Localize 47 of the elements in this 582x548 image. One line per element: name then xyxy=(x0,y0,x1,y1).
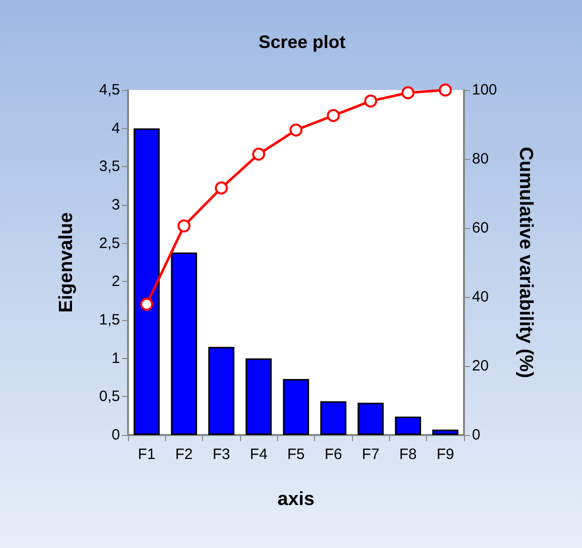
bar xyxy=(358,402,384,435)
y-axis-title: Eigenvalue xyxy=(56,212,77,313)
x-tick-label: F2 xyxy=(175,446,193,463)
point xyxy=(326,109,340,122)
y2-tick-label: 20 xyxy=(472,358,489,374)
y-tick-label: 1 xyxy=(112,350,120,367)
x-tick-label: F8 xyxy=(399,446,417,463)
bar xyxy=(432,430,458,435)
point xyxy=(438,84,452,96)
y-tick-label: 0 xyxy=(112,426,120,444)
bar xyxy=(282,379,310,435)
x-axis-title: axis xyxy=(278,489,314,510)
point xyxy=(402,86,414,100)
bar xyxy=(320,401,346,435)
y2-axis-title: Cumulative variability (%) xyxy=(515,146,536,378)
y2-tick-label: 80 xyxy=(472,150,489,168)
bar xyxy=(246,358,272,435)
y-tick-label: 3 xyxy=(112,196,120,214)
y-tick-label: 4 xyxy=(112,120,120,137)
y-tick-label: 3,5 xyxy=(99,158,120,176)
y-tick-label: 2,5 xyxy=(99,234,120,252)
x-tick-label: F9 xyxy=(436,446,454,463)
x-tick-label: F6 xyxy=(324,446,342,463)
y2-tick-label: 60 xyxy=(472,220,489,236)
point xyxy=(178,219,190,232)
y2-tick-label: 40 xyxy=(472,288,489,306)
x-tick-label: F7 xyxy=(362,446,380,463)
x-tick-label: F5 xyxy=(287,446,305,463)
bar xyxy=(134,128,160,435)
y-tick-label: 0,5 xyxy=(99,388,120,406)
bar xyxy=(394,416,422,435)
bar xyxy=(170,252,198,435)
y-tick-label: 2 xyxy=(112,273,120,290)
x-tick-label: F4 xyxy=(250,446,268,463)
point xyxy=(140,298,154,311)
point xyxy=(214,181,228,194)
y2-tick-label: 0 xyxy=(472,426,480,444)
y-tick-label: 1,5 xyxy=(99,312,120,328)
point xyxy=(290,124,302,137)
y-tick-label: 4,5 xyxy=(99,82,120,98)
x-tick-label: F3 xyxy=(212,446,230,463)
y2-tick-label: 100 xyxy=(472,82,498,98)
bar xyxy=(208,346,234,435)
x-tick-label: F1 xyxy=(138,446,156,463)
point xyxy=(364,94,378,108)
chart-title: Scree plot xyxy=(258,32,346,52)
point xyxy=(252,148,266,161)
